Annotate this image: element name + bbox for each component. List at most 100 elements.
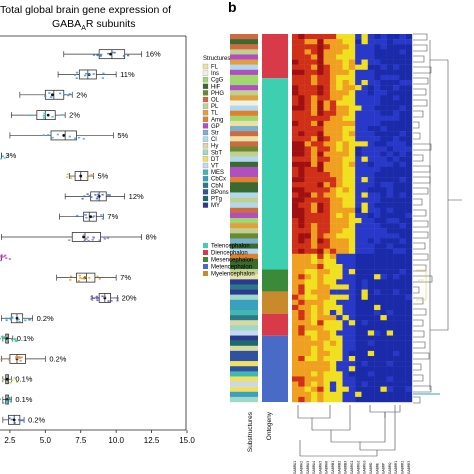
sample-dot (6, 339, 9, 341)
ontogeny-swatch (203, 257, 208, 262)
heatmap-cell (393, 340, 400, 346)
heatmap-cell (374, 253, 381, 260)
heatmap-cell (329, 44, 337, 50)
heatmap-cell (367, 156, 375, 162)
heatmap-cell (317, 182, 324, 188)
heatmap-cell (367, 320, 375, 326)
heatmap-cell (298, 172, 305, 178)
heatmap-cell (310, 269, 318, 275)
heatmap-cell (386, 74, 394, 81)
box-row: 12% (64, 191, 144, 202)
heatmap-cell (292, 85, 299, 91)
sample-dot (90, 298, 93, 300)
heatmap-cell (348, 34, 356, 40)
sample-dot (15, 340, 18, 343)
heatmap-cell (361, 258, 368, 265)
heatmap-cell (336, 345, 343, 352)
substructure-cell (230, 253, 258, 260)
heatmap-cell (317, 223, 324, 229)
sample-dot (50, 96, 53, 98)
heatmap-cell (310, 274, 318, 280)
heatmap-cell (329, 304, 337, 311)
heatmap-cell (304, 253, 312, 260)
heatmap-cell (336, 146, 343, 152)
substructure-cell (230, 131, 258, 137)
structure-legend-label: HiF (211, 84, 221, 90)
heatmap-cell (393, 243, 400, 249)
heatmap-cell (367, 207, 375, 214)
heatmap-cell (298, 233, 305, 239)
heatmap-cell (310, 310, 318, 316)
heatmap-cell (361, 136, 368, 142)
heatmap-cell (405, 207, 413, 214)
heatmap-cell (393, 218, 400, 224)
heatmap-cell (386, 85, 394, 91)
heatmap-cell (292, 228, 299, 234)
heatmap-cell (292, 299, 299, 306)
heatmap-cell (380, 386, 387, 392)
heatmap-cell (355, 391, 362, 398)
heatmap-cell (393, 207, 400, 214)
structure-legend-label: PL (211, 104, 219, 110)
heatmap-cell (367, 335, 375, 341)
substructure-cell (230, 330, 258, 336)
heatmap-cell (386, 54, 394, 60)
heatmap-cell (323, 146, 331, 152)
heatmap-cell (355, 223, 362, 229)
heatmap-cell (323, 136, 331, 142)
heatmap-cell (361, 233, 368, 239)
heatmap-cell (374, 289, 381, 295)
heatmap-cell (329, 197, 337, 203)
heatmap-cell (367, 218, 375, 224)
heatmap-cell (399, 218, 406, 224)
structure-swatch (202, 96, 209, 103)
sample-dot (63, 93, 66, 96)
heatmap-cell (298, 100, 305, 106)
ontogeny-segment (262, 335, 288, 402)
heatmap-cell (393, 105, 400, 111)
sample-dot (2, 378, 5, 381)
heatmap-cell (323, 233, 331, 239)
heatmap-cell (374, 238, 381, 244)
heatmap-cell (367, 64, 375, 70)
heatmap-cell (386, 161, 394, 168)
heatmap-cell (317, 172, 324, 178)
heatmap-cell (348, 284, 356, 290)
substructure-cell (230, 269, 258, 275)
heatmap-cell (405, 248, 413, 254)
heatmap-cell (336, 279, 343, 285)
heatmap-cell (405, 156, 413, 162)
heatmap-cell (393, 80, 400, 86)
heatmap-cell (323, 69, 331, 76)
heatmap-cell (298, 69, 305, 76)
heatmap-cell (405, 115, 413, 122)
heatmap-cell (323, 74, 331, 81)
heatmap-cell (336, 340, 343, 346)
heatmap-cell (399, 350, 406, 357)
heatmap-cell (380, 294, 387, 300)
heatmap-cell (355, 238, 362, 244)
heatmap-cell (336, 396, 343, 403)
heatmap-cell (386, 284, 394, 290)
heatmap-cell (304, 90, 312, 96)
heatmap-cell (298, 253, 305, 260)
sample-dot (78, 136, 81, 139)
heatmap-cell (386, 207, 394, 214)
heatmap-cell (310, 54, 318, 60)
heatmap-cell (323, 299, 331, 306)
sample-dot (88, 277, 91, 279)
heatmap-cell (317, 85, 324, 91)
heatmap-cell (355, 315, 362, 321)
substructure-cell (230, 243, 258, 249)
box-row: 0.2% (1, 313, 54, 324)
heatmap-cell (348, 320, 356, 326)
structure-legend-label: MES (211, 170, 224, 176)
substructure-cell (230, 197, 258, 203)
heatmap-cell (399, 371, 406, 377)
heatmap-cell (374, 136, 381, 142)
heatmap-cell (393, 136, 400, 142)
heatmap-cell (348, 110, 356, 116)
sample-dot (9, 400, 12, 403)
heatmap-cell (361, 54, 368, 60)
heatmap-cell (361, 228, 368, 234)
